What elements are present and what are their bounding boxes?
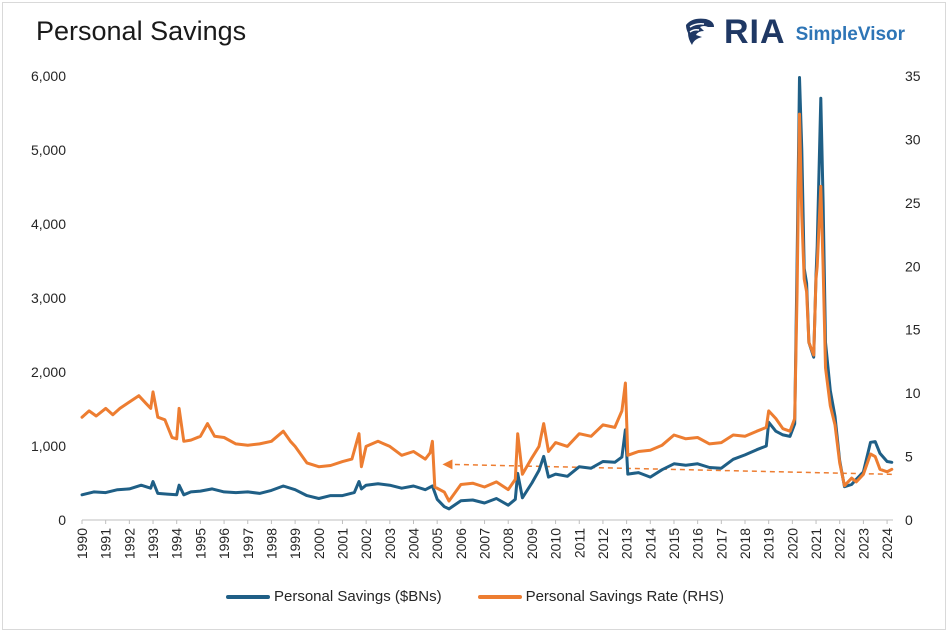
chart-title: Personal Savings — [36, 16, 247, 46]
y-left-tick-label: 1,000 — [31, 438, 66, 454]
x-tick-label: 2002 — [358, 528, 374, 559]
y-right-tick-label: 25 — [905, 195, 921, 211]
x-tick-label: 2024 — [879, 528, 895, 559]
legend-swatch-savings — [226, 594, 270, 599]
y-left-tick-label: 0 — [58, 512, 66, 528]
x-tick-label: 2009 — [524, 528, 540, 559]
x-tick-label: 2007 — [477, 528, 493, 559]
x-tick-label: 1998 — [263, 528, 279, 559]
legend-item-savings: Personal Savings ($BNs) — [226, 588, 442, 605]
y-left-tick-label: 6,000 — [31, 68, 66, 84]
x-tick-label: 2020 — [784, 528, 800, 559]
x-tick-label: 2017 — [713, 528, 729, 559]
x-tick-label: 1995 — [192, 528, 208, 559]
y-right-tick-label: 10 — [905, 385, 921, 401]
x-tick-label: 2005 — [429, 528, 445, 559]
series-line-personal-savings — [80, 76, 894, 511]
x-tick-label: 2000 — [311, 528, 327, 559]
eagle-head-icon — [686, 18, 714, 45]
logo-product-text: SimpleVisor — [795, 24, 906, 45]
x-tick-label: 2013 — [619, 528, 635, 559]
x-tick-label: 2023 — [855, 528, 871, 559]
x-tick-label: 1994 — [169, 528, 185, 559]
logo-brand-text: RIA — [724, 12, 786, 51]
y-left-tick-label: 4,000 — [31, 216, 66, 232]
x-tick-label: 1991 — [98, 528, 114, 559]
x-tick-label: 2019 — [761, 528, 777, 559]
x-tick-label: 2010 — [548, 528, 564, 559]
legend-swatch-rate — [477, 594, 522, 599]
x-tick-label: 1992 — [121, 528, 137, 559]
y-right-tick-label: 20 — [905, 258, 921, 274]
x-tick-label: 2008 — [500, 528, 516, 559]
x-tick-label: 2014 — [642, 528, 658, 559]
legend-label-savings: Personal Savings ($BNs) — [274, 588, 442, 605]
y-right-tick-label: 0 — [905, 512, 913, 528]
x-tick-label: 2004 — [406, 528, 422, 559]
legend-label-rate: Personal Savings Rate (RHS) — [525, 588, 724, 605]
y-left-tick-label: 5,000 — [31, 142, 66, 158]
x-tick-label: 2022 — [832, 528, 848, 559]
y-right-tick-label: 35 — [905, 68, 921, 84]
x-tick-label: 2003 — [382, 528, 398, 559]
x-tick-label: 2001 — [334, 528, 350, 559]
x-tick-label: 1997 — [240, 528, 256, 559]
x-tick-label: 1996 — [216, 528, 232, 559]
y-right-tick-label: 15 — [905, 322, 921, 338]
x-tick-label: 2012 — [595, 528, 611, 559]
x-tick-label: 2011 — [571, 528, 587, 558]
x-tick-label: 2021 — [808, 528, 824, 559]
ria-logo: RIA SimpleVisor — [682, 12, 905, 52]
series-line-savings-rate — [80, 112, 894, 503]
x-tick-label: 1993 — [145, 528, 161, 559]
x-tick-label: 2016 — [690, 528, 706, 559]
y-right-tick-label: 5 — [905, 449, 913, 465]
y-left-tick-label: 3,000 — [31, 290, 66, 306]
y-left-tick-label: 2,000 — [31, 364, 66, 380]
x-tick-label: 1990 — [74, 528, 90, 559]
annotation-arrowhead — [442, 459, 453, 470]
chart-legend: Personal Savings ($BNs) Personal Savings… — [0, 588, 950, 605]
x-tick-label: 2015 — [666, 528, 682, 559]
legend-item-rate: Personal Savings Rate (RHS) — [477, 588, 724, 605]
y-right-tick-label: 30 — [905, 131, 921, 147]
x-tick-label: 2018 — [737, 528, 753, 559]
x-tick-label: 2006 — [453, 528, 469, 559]
x-tick-label: 1999 — [287, 528, 303, 559]
